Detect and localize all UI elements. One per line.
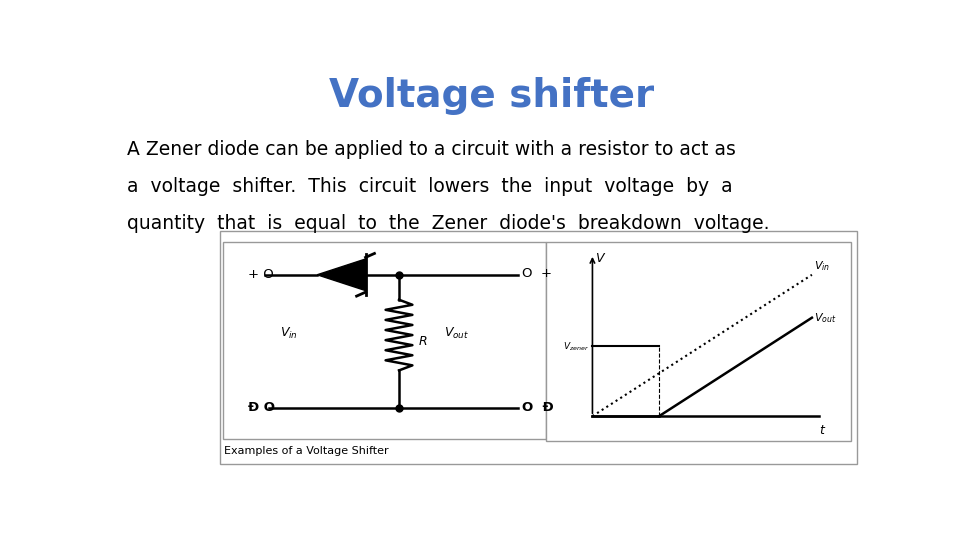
Text: $V$: $V$ xyxy=(594,252,606,265)
Text: quantity  that  is  equal  to  the  Zener  diode's  breakdown  voltage.: quantity that is equal to the Zener diod… xyxy=(128,214,770,233)
Text: Voltage shifter: Voltage shifter xyxy=(329,77,655,115)
Text: O  +: O + xyxy=(522,267,552,280)
FancyBboxPatch shape xyxy=(546,241,852,441)
FancyBboxPatch shape xyxy=(223,241,546,439)
FancyBboxPatch shape xyxy=(221,231,856,464)
Text: Examples of a Voltage Shifter: Examples of a Voltage Shifter xyxy=(225,446,389,456)
Text: a  voltage  shifter.  This  circuit  lowers  the  input  voltage  by  a: a voltage shifter. This circuit lowers t… xyxy=(128,177,733,196)
Text: $R$: $R$ xyxy=(418,335,427,348)
Text: Đ O: Đ O xyxy=(248,401,275,414)
Text: $V_{in}$: $V_{in}$ xyxy=(814,259,830,273)
Text: $t$: $t$ xyxy=(820,424,827,437)
Text: O  Đ: O Đ xyxy=(522,401,553,414)
Text: $V_{zener}$: $V_{zener}$ xyxy=(563,340,588,353)
Text: $V_{out}$: $V_{out}$ xyxy=(444,326,468,341)
Text: $V_{in}$: $V_{in}$ xyxy=(280,326,298,341)
Text: $V_{out}$: $V_{out}$ xyxy=(814,311,837,325)
Text: A Zener diode can be applied to a circuit with a resistor to act as: A Zener diode can be applied to a circui… xyxy=(128,140,736,159)
Polygon shape xyxy=(317,259,366,291)
Text: + O: + O xyxy=(248,268,274,281)
